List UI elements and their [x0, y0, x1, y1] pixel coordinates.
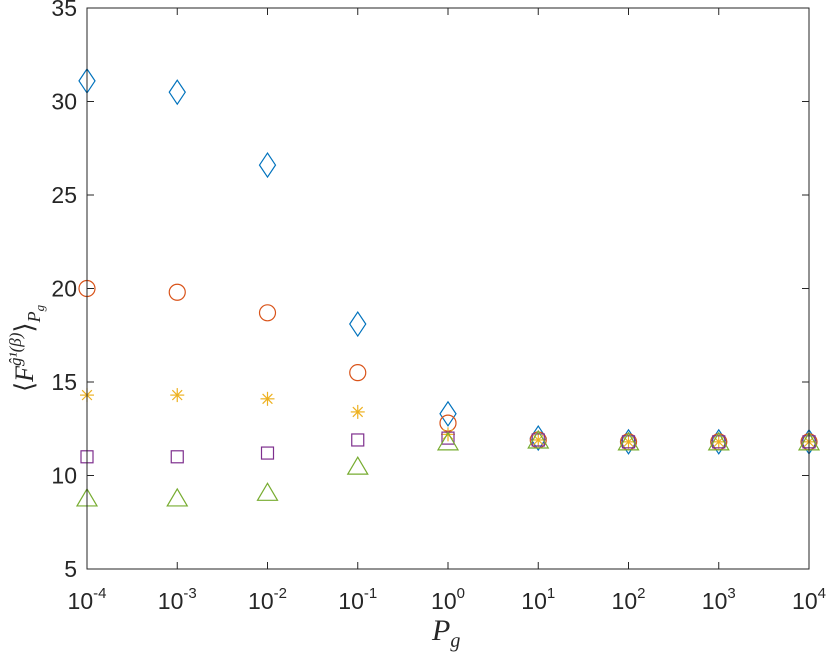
diamond-point — [619, 428, 638, 455]
x-tick-label: 10-3 — [158, 585, 197, 614]
circle-point — [258, 304, 277, 322]
y-tick-label: 30 — [51, 89, 77, 115]
triangle-point — [256, 482, 279, 501]
y-tick-label: 5 — [64, 556, 77, 582]
diamond-point — [710, 428, 728, 455]
asterisk-point — [441, 427, 455, 442]
circle-point — [168, 283, 186, 301]
asterisk-point — [260, 391, 275, 406]
y-tick-label: 15 — [51, 369, 77, 395]
x-tick-label: 10-1 — [338, 585, 377, 614]
square-point — [170, 450, 184, 464]
x-tick-label: 10-2 — [248, 585, 287, 614]
square-point — [351, 433, 365, 447]
diamond-point — [258, 151, 277, 179]
square-point — [712, 435, 726, 449]
y-axis-title: ⟨Fĝ¹(β)⟩Pg — [6, 304, 47, 392]
square-point — [260, 446, 275, 460]
x-tick-label: 102 — [612, 585, 646, 614]
series-triangle — [75, 429, 821, 507]
circle-point — [349, 364, 367, 382]
x-axis-title: Pg — [431, 614, 460, 652]
triangle-point — [527, 429, 550, 449]
x-tick-label: 10-4 — [68, 585, 107, 614]
square-point — [621, 435, 636, 449]
y-tick-label: 25 — [51, 182, 77, 208]
x-tick-label: 104 — [792, 585, 826, 614]
asterisk-point — [170, 388, 185, 403]
diamond-point — [439, 400, 457, 427]
y-tick-label: 10 — [51, 463, 77, 489]
triangle-point — [346, 455, 369, 475]
plot-area — [87, 8, 809, 569]
triangle-point — [617, 431, 640, 451]
y-tick-label: 20 — [51, 276, 77, 302]
x-tick-label: 101 — [521, 585, 555, 614]
square-point — [531, 433, 545, 447]
axis-ticks: 10-4 10-3 10-2 10-1 100 101 102 103 104 5 10 15 20 25… — [51, 0, 826, 614]
asterisk-point — [350, 404, 365, 419]
triangle-point — [436, 431, 460, 451]
diamond-point — [349, 310, 367, 338]
x-tick-label: 103 — [702, 585, 736, 614]
triangle-point — [707, 431, 730, 451]
triangle-point — [166, 487, 189, 507]
y-tick-label: 35 — [51, 0, 77, 21]
diamond-point — [168, 79, 186, 106]
x-tick-label: 100 — [431, 585, 465, 614]
